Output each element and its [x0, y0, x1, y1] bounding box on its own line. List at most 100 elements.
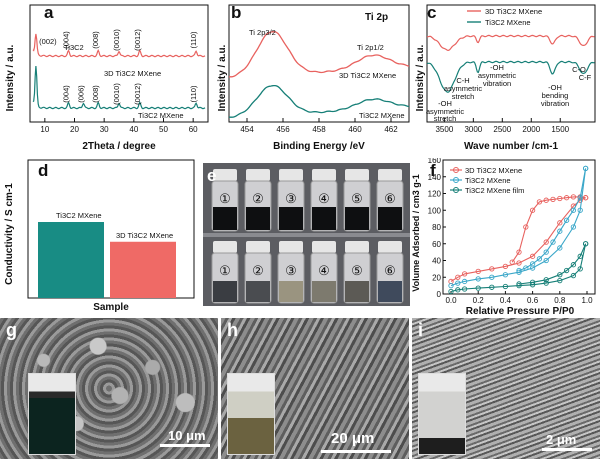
panel-f-ytick-label-80: 80	[432, 223, 441, 232]
panel-c-ann-co: C-O	[572, 65, 586, 74]
panel-a-xlabel: 2Theta / degree	[82, 141, 156, 152]
panel-f-point-2-desorption-3	[563, 267, 570, 274]
panel-f-point-2-adsorption-9	[557, 277, 563, 284]
vial-liquid-r1-5	[378, 281, 402, 302]
vial-number-r0-3: ④	[318, 191, 330, 206]
panel-b-bottom-series-label: Ti3C2 MXene	[359, 111, 405, 120]
panel-b-xtick-label-456: 456	[276, 125, 290, 134]
panel-f-ytick-label-60: 60	[432, 240, 441, 249]
panel-c-ann-cf: C-F	[579, 73, 592, 82]
panel-a-xrd: a Intensity / a.u. 10 20 30 40 50 60 2Theta /…	[5, 3, 209, 152]
panel-a-xtick-label-50: 50	[159, 125, 168, 134]
panel-f-point-0-desorption-9	[523, 224, 529, 230]
panel-b-series-3d	[229, 31, 410, 78]
panel-e-vials: ① ① ② ② ③ ③ ④ ④ ⑤ ⑤ ⑥ ⑥	[211, 169, 404, 304]
panel-f-line-0-desorption	[511, 196, 586, 263]
vial-number-r1-5: ⑥	[384, 263, 396, 278]
panel-f-point-0-adsorption-5	[502, 263, 509, 270]
panel-f-point-2-adsorption-6	[516, 282, 522, 289]
panel-f-xtick-label-1.0: 1.0	[581, 296, 593, 305]
panel-f-point-0-adsorption-2	[461, 271, 468, 277]
panel-f-ytick-label-160: 160	[428, 158, 442, 165]
vial-number-r1-0: ①	[219, 263, 231, 278]
panel-f-point-0-adsorption-7	[529, 253, 536, 259]
panel-g-scale-bar	[160, 444, 210, 447]
panel-a-ylabel: Intensity / a.u.	[5, 44, 16, 111]
panel-f-legend-film: Ti3C2 MXene film	[465, 186, 524, 195]
panel-f-xtick-label-0.2: 0.2	[473, 296, 485, 305]
panel-a-xtick-label-30: 30	[100, 125, 109, 134]
panel-i-label: i	[418, 320, 424, 340]
vial-cap-r0-5	[378, 169, 402, 181]
panel-b-xtick-label-462: 462	[384, 125, 398, 134]
panel-c-legend-ti3c2: Ti3C2 MXene	[485, 18, 531, 27]
panel-a-peak-bot-6: (110)	[189, 85, 198, 102]
panel-f-point-2-adsorption-11	[577, 266, 583, 272]
panel-c-ftir: c Intensity / a.u. 3D Ti3C2 MXene Ti3C2 …	[415, 3, 596, 152]
panel-f-xlabel: Relative Pressure P/P0	[466, 306, 575, 317]
vial-liquid-r1-2	[279, 281, 303, 302]
panel-a-xtick-label-20: 20	[70, 125, 79, 134]
panel-f-point-1-desorption-0	[582, 165, 589, 172]
panel-f-xticks: 0.0 0.2 0.4 0.6 0.8 1.0	[445, 291, 593, 305]
vial-number-r0-2: ③	[285, 191, 297, 206]
panel-f-point-1-desorption-2	[570, 207, 577, 213]
panel-f-point-0-desorption-7	[536, 199, 543, 205]
panel-f-ytick-label-100: 100	[428, 206, 442, 215]
panel-f-point-0-adsorption-9	[557, 220, 563, 226]
panel-f-point-2-adsorption-5	[502, 283, 509, 290]
vial-cap-r0-2	[279, 169, 303, 181]
panel-a-ti3c2-tag: Ti3C2	[64, 43, 84, 52]
panel-a-series-3d	[32, 33, 206, 58]
vial-liquid-r0-2	[279, 207, 303, 230]
panel-f-ytick-label-20: 20	[432, 273, 441, 282]
panel-d-bar-0	[38, 222, 104, 298]
panel-c-xtick-label-1500: 1500	[551, 125, 569, 134]
panel-f-ylabel: Volume Adsorbed / cm3 g-1	[411, 174, 421, 292]
vial-cap-r1-3	[312, 241, 336, 253]
panel-f-point-0-adsorption-4	[489, 266, 495, 272]
panel-f-point-0-adsorption-6	[516, 260, 522, 266]
panel-c-ylabel: Intensity / a.u.	[415, 44, 426, 111]
panel-c-ann-ch-1: C-H	[456, 76, 469, 85]
vial-cap-r1-1	[246, 241, 270, 253]
panel-f-point-2-desorption-0	[582, 241, 589, 247]
panel-f-label: f	[430, 161, 436, 180]
panel-c-ann-ohv-3: vibration	[483, 79, 511, 88]
panel-a-peak-top-5: (110)	[189, 31, 198, 48]
panel-f-point-1-adsorption-4	[489, 274, 495, 280]
panel-f-point-2-desorption-1	[577, 253, 583, 259]
panel-f-point-0-desorption-6	[543, 197, 549, 203]
panel-f-point-1-adsorption-9	[557, 245, 563, 251]
panel-g-inset-vial	[28, 373, 76, 455]
panel-b-title: Ti 2p	[365, 12, 388, 23]
panel-f-legend-marker-ti3c2	[453, 177, 459, 183]
panel-i-inset-vial	[418, 373, 466, 455]
panel-f-point-0-desorption-11	[509, 259, 515, 265]
panel-c-ann-ohv-1: -OH	[490, 63, 504, 72]
panel-a-peak-top-4: (0012)	[133, 29, 142, 51]
panel-f-point-2-desorption-5	[543, 277, 549, 283]
panel-a-top-series-label: 3D Ti3C2 MXene	[104, 69, 161, 78]
panel-f-point-1-desorption-7	[536, 256, 543, 262]
panel-a-label: a	[44, 3, 54, 22]
panel-f-point-0-desorption-0	[582, 195, 589, 201]
panel-f-point-2-adsorption-2	[461, 286, 468, 292]
panel-a-peak-bot-2: (006)	[76, 85, 85, 103]
panel-d-bars	[38, 222, 176, 298]
panel-f-point-0-desorption-4	[557, 195, 563, 202]
panel-b-series-ti3c2	[228, 84, 410, 118]
panel-c-ann-ohs-2: asymmetric	[426, 107, 465, 116]
panel-b-ylabel: Intensity / a.u.	[217, 44, 228, 111]
panel-c-ann-ch-2: asymmetric	[444, 84, 483, 93]
panel-f-point-2-adsorption-3	[475, 285, 481, 291]
panel-f-point-1-desorption-10	[516, 267, 522, 274]
panel-a-xtick-label-60: 60	[189, 125, 198, 134]
panel-b-xtick-label-458: 458	[312, 125, 326, 134]
panel-h-sem: h 20 μm	[221, 318, 409, 459]
panel-f-xtick-label-0.4: 0.4	[500, 296, 512, 305]
panel-b-xlabel: Binding Energy /eV	[273, 141, 365, 152]
panel-g-sem: g 10 μm	[0, 318, 218, 459]
panel-f-point-1-desorption-8	[529, 261, 536, 267]
panel-c-ann-ohb-2: bending	[542, 91, 569, 100]
